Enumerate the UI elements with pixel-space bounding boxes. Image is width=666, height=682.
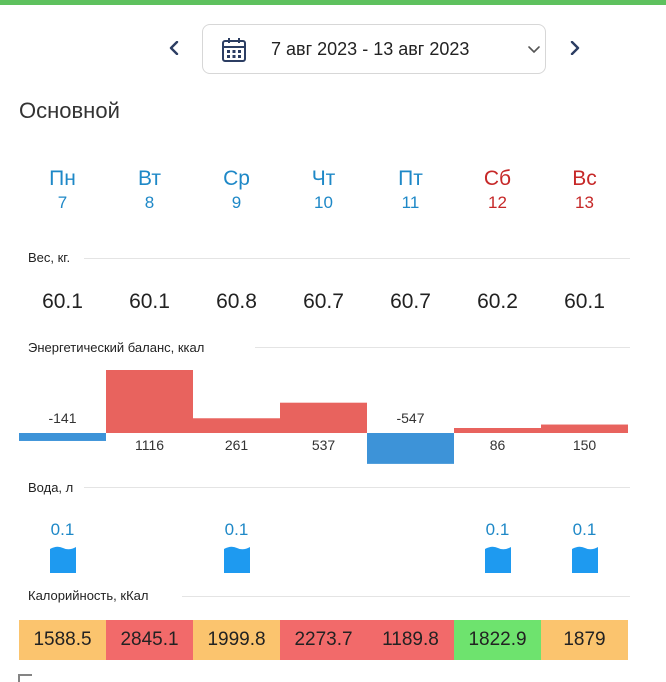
energy-bar — [19, 433, 106, 441]
day-name: Вс — [572, 167, 597, 190]
day-column-header[interactable]: Пт 11 — [367, 166, 454, 214]
day-date: 10 — [314, 193, 333, 212]
day-date: 11 — [401, 193, 420, 212]
energy-value-label: 261 — [225, 437, 249, 453]
day-name: Ср — [223, 167, 250, 190]
day-column-header[interactable]: Пн 7 — [19, 166, 106, 214]
top-accent-bar — [0, 0, 666, 5]
energy-value-label: -141 — [48, 410, 76, 426]
day-date: 7 — [57, 193, 68, 212]
energy-bar — [541, 424, 628, 433]
energy-bar — [454, 428, 541, 433]
chevron-right-icon — [570, 41, 580, 55]
chevron-left-icon — [169, 41, 179, 55]
chevron-down-icon — [528, 46, 540, 54]
water-glass-icon — [223, 546, 250, 573]
weight-value: 60.2 — [477, 290, 518, 313]
energy-bar — [367, 433, 454, 464]
calorie-cell: 1879 — [541, 620, 628, 660]
water-label: Вода, л — [28, 480, 74, 495]
weight-divider — [84, 258, 630, 259]
section-title: Основной — [19, 98, 120, 123]
weight-value: 60.1 — [42, 290, 83, 313]
water-value: 0.1 — [50, 520, 75, 539]
day-column-header[interactable]: Сб 12 — [454, 166, 541, 214]
next-section-hint — [18, 674, 32, 682]
calorie-cell: 2273.7 — [280, 620, 367, 660]
weight-value: 60.8 — [216, 290, 257, 313]
energy-value-label: 150 — [573, 437, 597, 453]
weight-label: Вес, кг. — [28, 250, 71, 265]
next-week-button[interactable] — [563, 36, 587, 60]
day-name: Пн — [49, 167, 76, 190]
day-column-header[interactable]: Чт 10 — [280, 166, 367, 214]
calendar-icon — [222, 38, 246, 62]
energy-bar — [106, 370, 193, 433]
day-date: 8 — [144, 193, 155, 212]
day-name: Сб — [483, 167, 512, 190]
water-divider — [84, 487, 630, 488]
energy-value-label: 537 — [312, 437, 336, 453]
weight-value: 60.1 — [564, 290, 605, 313]
day-date: 13 — [575, 193, 594, 212]
day-column-header[interactable]: Вс 13 — [541, 166, 628, 214]
day-date: 9 — [231, 193, 242, 212]
day-column-header[interactable]: Вт 8 — [106, 166, 193, 214]
day-name: Пт — [398, 167, 423, 190]
water-value: 0.1 — [485, 520, 510, 539]
day-column-header[interactable]: Ср 9 — [193, 166, 280, 214]
water-glass-icon — [484, 546, 511, 573]
calorie-cell: 1189.8 — [367, 620, 454, 660]
day-date: 12 — [488, 193, 507, 212]
date-range-text: 7 авг 2023 - 13 авг 2023 — [271, 39, 470, 59]
water-glass-icon — [49, 546, 76, 573]
energy-balance-chart: -141 1116 261 537 -547 86 150 — [19, 370, 628, 464]
day-name: Вт — [138, 167, 161, 190]
water-value: 0.1 — [224, 520, 249, 539]
calorie-cell: 2845.1 — [106, 620, 193, 660]
weight-value: 60.7 — [390, 290, 431, 313]
calorie-cell: 1588.5 — [19, 620, 106, 660]
calories-label: Калорийность, кКал — [28, 588, 149, 603]
energy-value-label: 1116 — [135, 437, 164, 453]
water-value: 0.1 — [572, 520, 597, 539]
calorie-cell: 1999.8 — [193, 620, 280, 660]
calorie-cell: 1822.9 — [454, 620, 541, 660]
energy-bar — [193, 418, 280, 433]
day-name: Чт — [311, 167, 336, 190]
water-glass-icon — [571, 546, 598, 573]
energy-value-label: -547 — [396, 410, 424, 426]
previous-week-button[interactable] — [162, 36, 186, 60]
weight-value: 60.7 — [303, 290, 344, 313]
energy-bar — [280, 402, 367, 433]
weight-value: 60.1 — [129, 290, 170, 313]
energy-label: Энергетический баланс, ккал — [28, 340, 205, 355]
energy-divider — [255, 347, 630, 348]
energy-value-label: 86 — [490, 437, 506, 453]
date-range-selector[interactable]: 7 авг 2023 - 13 авг 2023 — [202, 24, 546, 74]
calories-divider — [182, 596, 630, 597]
